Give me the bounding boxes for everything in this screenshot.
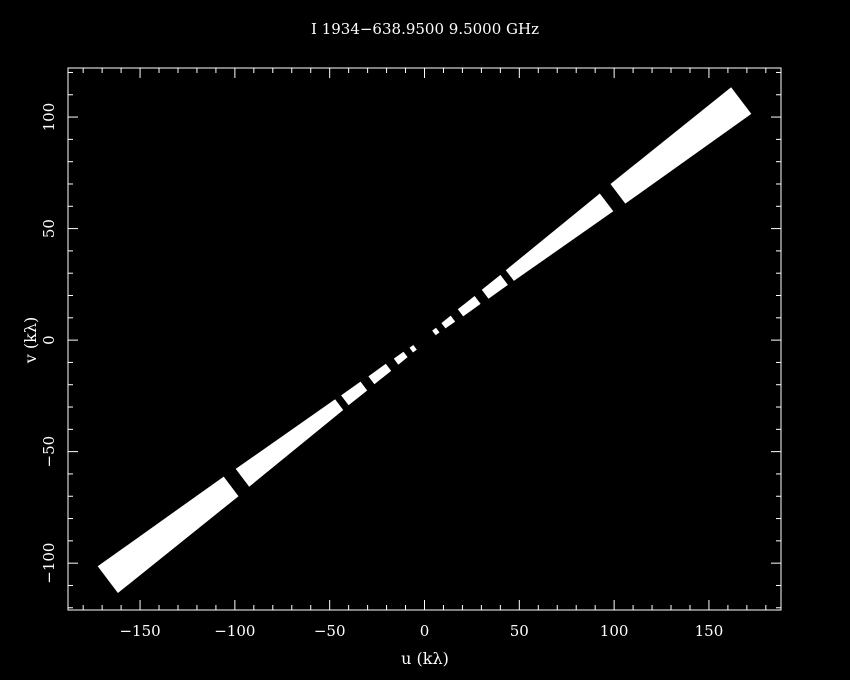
uv-segment — [610, 87, 752, 204]
x-tick-label: −150 — [119, 622, 160, 640]
x-tick-labels: −150 −100 −50 0 50 100 150 — [119, 622, 723, 640]
uv-segment — [235, 399, 344, 487]
uv-segment — [441, 315, 456, 329]
x-tick-label: −50 — [314, 622, 346, 640]
uv-segment — [457, 296, 481, 317]
axis-ticks — [68, 68, 781, 610]
uv-segment — [368, 363, 392, 385]
y-tick-labels: −100 −50 0 50 100 — [40, 103, 58, 584]
uv-segment — [393, 351, 408, 365]
uv-segment — [432, 327, 440, 336]
uv-segment — [481, 274, 508, 299]
uv-points — [97, 87, 752, 593]
x-tick-label: 100 — [600, 622, 629, 640]
uv-segment — [341, 381, 368, 406]
y-tick-label: 0 — [40, 335, 58, 345]
x-axis-label: u (kλ) — [401, 649, 449, 668]
uv-segment — [505, 193, 614, 281]
x-tick-label: −100 — [214, 622, 255, 640]
y-tick-label: −50 — [40, 436, 58, 468]
x-tick-label: 0 — [420, 622, 430, 640]
y-tick-label: 50 — [40, 219, 58, 238]
chart-title: I 1934−638.9500 9.5000 GHz — [311, 20, 539, 38]
x-tick-label: 150 — [695, 622, 724, 640]
uv-segment — [409, 345, 417, 353]
y-tick-label: 100 — [40, 103, 58, 132]
uv-segment — [97, 476, 239, 593]
y-axis-label: v (kλ) — [21, 317, 40, 364]
x-tick-label: 50 — [510, 622, 529, 640]
y-tick-label: −100 — [40, 543, 58, 584]
